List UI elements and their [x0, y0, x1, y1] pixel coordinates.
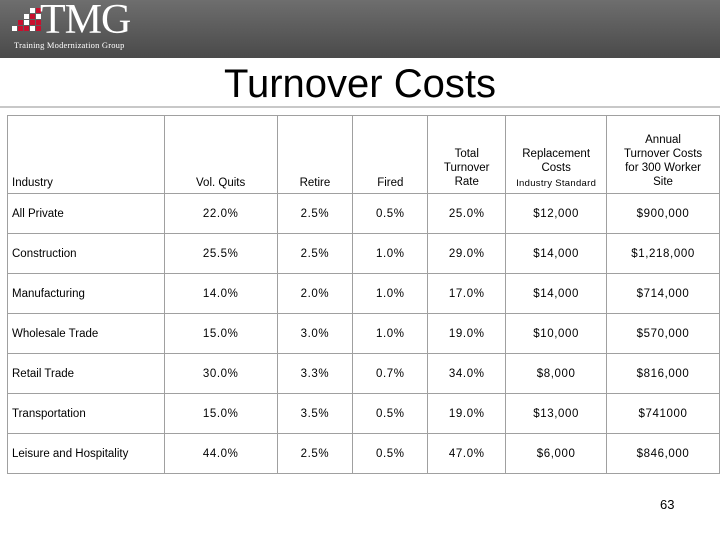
cell-fired: 1.0%	[352, 233, 429, 274]
slide-title: Turnover Costs	[224, 62, 496, 106]
cell-replacement: $14,000	[505, 273, 608, 314]
cell-fired: 0.5%	[352, 193, 429, 234]
cell-retire: 3.0%	[276, 313, 354, 354]
cell-fired: 0.7%	[352, 353, 429, 394]
cell-total-rate: 25.0%	[427, 193, 507, 234]
cell-annual: $714,000	[606, 273, 720, 314]
title-divider	[0, 106, 720, 108]
logo-subtitle: Training Modernization Group	[14, 40, 125, 50]
cell-total-rate: 47.0%	[427, 433, 507, 474]
table-row: Leisure and Hospitality 44.0% 2.5% 0.5% …	[7, 433, 720, 474]
company-logo: TMG Training Modernization Group	[12, 0, 152, 54]
table-row: All Private 22.0% 2.5% 0.5% 25.0% $12,00…	[7, 193, 720, 234]
cell-fired: 1.0%	[352, 313, 429, 354]
cell-vol-quits: 22.0%	[163, 193, 278, 234]
page-number: 63	[660, 497, 675, 512]
logo-text: TMG	[40, 0, 131, 43]
cell-vol-quits: 14.0%	[163, 273, 278, 314]
cell-vol-quits: 15.0%	[163, 313, 278, 354]
cell-replacement: $13,000	[505, 393, 608, 434]
cell-fired: 0.5%	[352, 433, 429, 474]
table-header-row: Industry Vol. Quits Retire Fired Total T…	[7, 115, 720, 194]
cell-annual: $900,000	[606, 193, 720, 234]
turnover-costs-table: Industry Vol. Quits Retire Fired Total T…	[7, 115, 720, 474]
cell-total-rate: 19.0%	[427, 393, 507, 434]
header-industry: Industry	[7, 115, 165, 194]
cell-replacement: $14,000	[505, 233, 608, 274]
cell-industry: Leisure and Hospitality	[7, 433, 165, 474]
header-band: TMG Training Modernization Group	[0, 0, 720, 58]
cell-total-rate: 19.0%	[427, 313, 507, 354]
table-row: Manufacturing 14.0% 2.0% 1.0% 17.0% $14,…	[7, 273, 720, 314]
cell-retire: 2.5%	[276, 193, 354, 234]
cell-retire: 3.5%	[276, 393, 354, 434]
cell-industry: Retail Trade	[7, 353, 165, 394]
table-row: Wholesale Trade 15.0% 3.0% 1.0% 19.0% $1…	[7, 313, 720, 354]
header-retire: Retire	[276, 115, 354, 194]
cell-industry: All Private	[7, 193, 165, 234]
cell-industry: Construction	[7, 233, 165, 274]
table-row: Retail Trade 30.0% 3.3% 0.7% 34.0% $8,00…	[7, 353, 720, 394]
table-row: Construction 25.5% 2.5% 1.0% 29.0% $14,0…	[7, 233, 720, 274]
cell-vol-quits: 44.0%	[163, 433, 278, 474]
cell-industry: Transportation	[7, 393, 165, 434]
header-total-turnover-rate: Total Turnover Rate	[427, 115, 507, 194]
header-replacement-costs-label: Replacement Costs	[522, 148, 591, 174]
cell-total-rate: 34.0%	[427, 353, 507, 394]
header-fired: Fired	[352, 115, 429, 194]
cell-annual: $846,000	[606, 433, 720, 474]
cell-vol-quits: 30.0%	[163, 353, 278, 394]
cell-retire: 2.5%	[276, 433, 354, 474]
cell-annual: $816,000	[606, 353, 720, 394]
cell-retire: 2.5%	[276, 233, 354, 274]
cell-vol-quits: 25.5%	[163, 233, 278, 274]
cell-industry: Manufacturing	[7, 273, 165, 314]
header-annual-turnover-costs-label: Annual Turnover Costs for 300 Worker Sit…	[623, 134, 703, 188]
header-total-turnover-rate-label: Total Turnover Rate	[443, 148, 490, 188]
cell-replacement: $12,000	[505, 193, 608, 234]
header-annual-turnover-costs: Annual Turnover Costs for 300 Worker Sit…	[606, 115, 720, 194]
table-row: Transportation 15.0% 3.5% 0.5% 19.0% $13…	[7, 393, 720, 434]
cell-annual: $1,218,000	[606, 233, 720, 274]
cell-annual: $570,000	[606, 313, 720, 354]
cell-replacement: $6,000	[505, 433, 608, 474]
cell-fired: 1.0%	[352, 273, 429, 314]
cell-replacement: $8,000	[505, 353, 608, 394]
cell-total-rate: 17.0%	[427, 273, 507, 314]
cell-vol-quits: 15.0%	[163, 393, 278, 434]
cell-annual: $741000	[606, 393, 720, 434]
cell-retire: 2.0%	[276, 273, 354, 314]
cell-industry: Wholesale Trade	[7, 313, 165, 354]
cell-fired: 0.5%	[352, 393, 429, 434]
logo-grid-icon	[12, 8, 41, 31]
header-vol-quits: Vol. Quits	[163, 115, 278, 194]
header-replacement-costs-sub: Industry Standard	[516, 178, 597, 189]
header-replacement-costs: Replacement Costs Industry Standard	[505, 115, 608, 194]
cell-replacement: $10,000	[505, 313, 608, 354]
cell-total-rate: 29.0%	[427, 233, 507, 274]
cell-retire: 3.3%	[276, 353, 354, 394]
